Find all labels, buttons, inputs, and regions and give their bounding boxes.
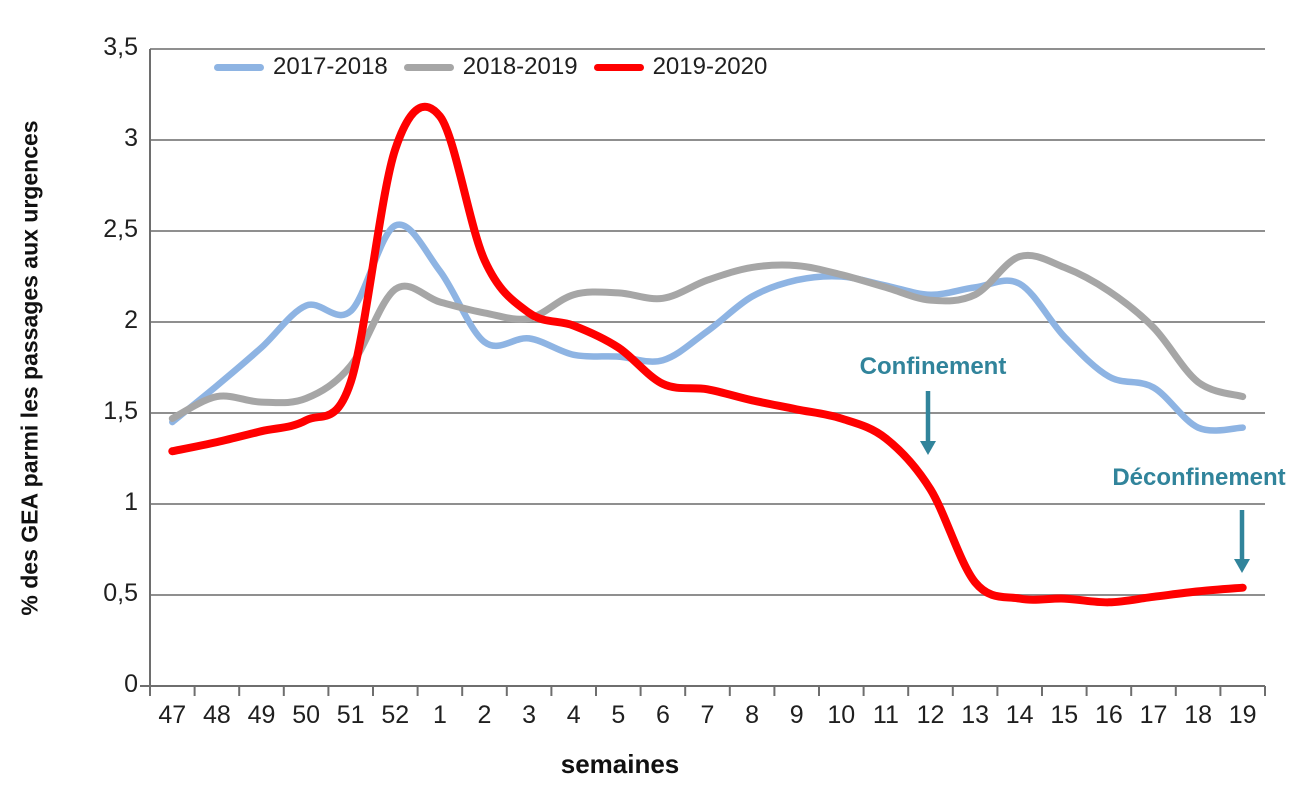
legend-item-2019-2020: 2019-2020: [593, 53, 768, 80]
x-axis-tick-label: 52: [381, 701, 410, 729]
legend-label: 2019-2020: [652, 53, 768, 80]
x-axis-tick-label: 50: [292, 701, 320, 729]
y-axis-tick-label: 1: [124, 488, 138, 516]
legend-label: 2018-2019: [462, 53, 578, 80]
x-axis-tick-label: 5: [611, 701, 626, 729]
legend-item-2018-2019: 2018-2019: [403, 53, 578, 80]
y-axis-tick-label: 0,5: [103, 579, 138, 607]
x-axis-tick-label: 10: [827, 701, 856, 729]
annotation-label: Déconfinement: [1112, 464, 1286, 491]
annotation-arrow-head: [1234, 559, 1250, 573]
y-axis-title: % des GEA parmi les passages aux urgence…: [16, 120, 43, 616]
y-axis-tick-label: 1,5: [103, 397, 138, 425]
legend-item-2017-2018: 2017-2018: [214, 53, 388, 80]
y-axis-tick-label: 2: [124, 306, 138, 334]
legend-swatch-icon: [403, 63, 454, 71]
annotation-arrow-head: [920, 441, 936, 455]
y-axis-tick-label: 3,5: [103, 33, 138, 61]
x-axis-tick-label: 4: [566, 701, 581, 729]
x-axis-tick-label: 49: [247, 701, 276, 729]
x-axis-tick-label: 14: [1005, 701, 1034, 729]
x-axis-tick-label: 13: [961, 701, 989, 729]
y-axis-tick-label: 3: [124, 124, 138, 152]
x-axis-tick-label: 11: [872, 701, 899, 729]
series-line-2018-2019: [168, 251, 1247, 422]
series-line-2019-2020: [168, 102, 1247, 607]
legend-swatch-icon: [593, 63, 644, 71]
x-axis-tick-label: 51: [336, 701, 365, 729]
y-axis-tick-label: 0: [124, 670, 138, 698]
legend: 2017-2018 2018-2019 2019-2020: [214, 53, 768, 80]
x-axis-tick-label: 16: [1094, 701, 1123, 729]
series-line-2017-2018: [169, 221, 1246, 434]
x-axis-tick-label: 47: [158, 701, 187, 729]
x-axis-tick-label: 19: [1228, 701, 1257, 729]
x-axis-tick-label: 17: [1139, 701, 1168, 729]
x-axis-tick-label: 1: [432, 701, 447, 729]
x-axis-tick-label: 9: [789, 701, 804, 729]
x-axis-tick-label: 7: [700, 701, 715, 729]
y-axis-tick-label: 2,5: [103, 215, 138, 243]
annotation-label: Confinement: [859, 353, 1007, 380]
legend-label: 2017-2018: [273, 53, 388, 80]
x-axis-tick-label: 48: [202, 701, 231, 729]
x-axis-tick-label: 6: [655, 701, 670, 729]
x-axis-tick-label: 8: [745, 701, 760, 729]
x-axis-tick-label: 12: [916, 701, 945, 729]
x-axis-tick-label: 15: [1050, 701, 1079, 729]
x-axis-tick-label: 2: [477, 701, 492, 729]
x-axis-tick-label: 18: [1184, 701, 1212, 729]
x-axis-tick-label: 3: [522, 701, 537, 729]
x-axis-title: semaines: [560, 749, 680, 779]
legend-swatch-icon: [214, 63, 264, 71]
